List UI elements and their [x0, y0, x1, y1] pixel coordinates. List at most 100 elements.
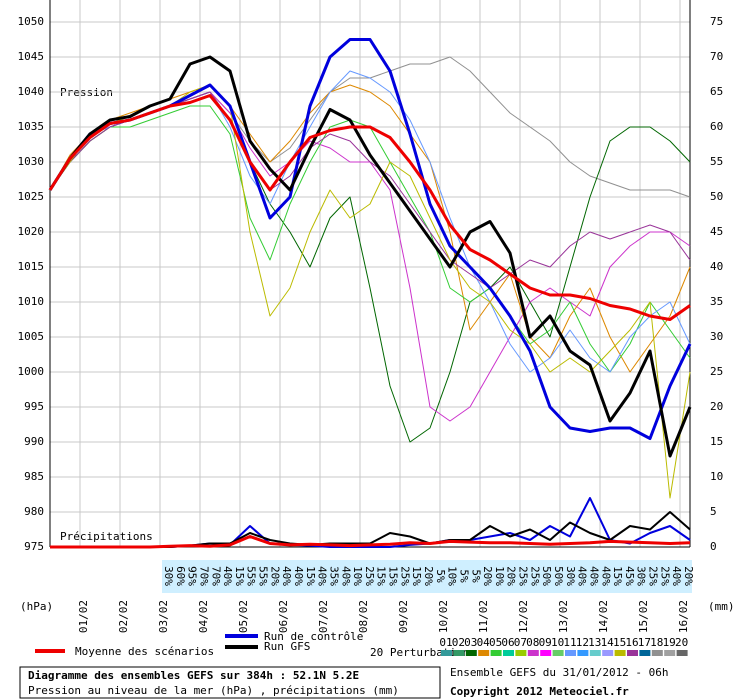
legend-swatch: [577, 650, 589, 656]
legend-swatch: [565, 650, 576, 656]
legend-code: 02: [452, 636, 465, 649]
legend-code: 13: [588, 636, 601, 649]
legend-code: 14: [601, 636, 615, 649]
probability-label: 50%: [540, 566, 553, 586]
y2-tick-label: 5: [710, 505, 717, 518]
series-line: [48, 55, 692, 458]
y2-tick-label: 65: [710, 85, 723, 98]
x-tick-label: 01/02: [77, 600, 90, 633]
probability-label: 40%: [670, 566, 683, 586]
y2-unit: (mm): [708, 600, 735, 613]
run-info: Ensemble GEFS du 31/01/2012 - 06h: [450, 666, 669, 679]
probability-label: 45%: [623, 566, 636, 586]
probability-label: 15%: [233, 566, 246, 586]
x-tick-label: 03/02: [157, 600, 170, 633]
probability-label: 70%: [197, 566, 210, 586]
probability-label: 25%: [658, 566, 671, 586]
x-tick-label: 06/02: [277, 600, 290, 633]
legend-swatch: [515, 650, 527, 656]
y2-axis-label: Précipitations: [60, 530, 153, 543]
probability-label: 25%: [528, 566, 541, 586]
legend-code: 18: [650, 636, 663, 649]
y-tick-label: 1000: [18, 365, 45, 378]
legend-swatch: [552, 650, 564, 656]
probability-label: 95%: [186, 566, 199, 586]
y2-tick-label: 40: [710, 260, 723, 273]
y2-tick-label: 55: [710, 155, 723, 168]
probability-label: 15%: [375, 566, 388, 586]
legend-swatch: [465, 650, 477, 656]
legend-code: 01: [439, 636, 452, 649]
probability-label: 5%: [457, 569, 470, 583]
legend-label: Run GFS: [264, 640, 310, 653]
legend-swatch: [627, 650, 638, 656]
legend-swatch: [503, 650, 514, 656]
legend-swatch: [614, 650, 626, 656]
x-tick-label: 14/02: [597, 600, 610, 633]
probability-label: 40%: [316, 566, 329, 586]
y2-tick-label: 60: [710, 120, 723, 133]
x-tick-label: 08/02: [357, 600, 370, 633]
y2-tick-label: 45: [710, 225, 723, 238]
legend-code: 10: [551, 636, 564, 649]
probability-label: 5%: [469, 569, 482, 583]
probability-strip: [162, 560, 692, 593]
y-tick-label: 1025: [18, 190, 45, 203]
legend-swatch: [527, 650, 539, 656]
probability-label: 25%: [647, 566, 660, 586]
y2-tick-label: 15: [710, 435, 723, 448]
legend-code: 03: [464, 636, 477, 649]
legend-swatch: [540, 650, 552, 656]
footer-title: Diagramme des ensembles GEFS sur 384h : …: [28, 669, 359, 682]
series-line: [48, 94, 691, 321]
probability-label: 40%: [280, 566, 293, 586]
probability-label: 30%: [564, 566, 577, 586]
legend-code: 11: [563, 636, 576, 649]
y2-tick-label: 0: [710, 540, 717, 553]
probability-label: 55%: [245, 566, 258, 586]
legend-label: Moyenne des scénarios: [75, 645, 214, 658]
legend-swatch: [664, 650, 676, 656]
legend-code: 16: [625, 636, 638, 649]
probability-label: 25%: [398, 566, 411, 586]
legend-swatch: [453, 650, 465, 656]
probability-label: 40%: [292, 566, 305, 586]
probability-label: 20%: [682, 566, 695, 586]
y-tick-label: 1040: [18, 85, 45, 98]
x-tick-label: 15/02: [637, 600, 650, 633]
legend-code: 04: [477, 636, 491, 649]
probability-label: 20%: [268, 566, 281, 586]
legend-code: 07: [514, 636, 527, 649]
probability-label: 25%: [363, 566, 376, 586]
y2-tick-label: 75: [710, 15, 723, 28]
x-tick-label: 11/02: [477, 600, 490, 633]
probability-label: 40%: [339, 566, 352, 586]
probability-label: 40%: [576, 566, 589, 586]
probability-label: 15%: [611, 566, 624, 586]
y-tick-label: 1035: [18, 120, 45, 133]
legend-swatch: [676, 650, 688, 656]
legend-swatch: [651, 650, 663, 656]
legend-code: 17: [638, 636, 651, 649]
y-tick-label: 1010: [18, 295, 45, 308]
x-tick-label: 10/02: [437, 600, 450, 633]
y-tick-label: 980: [24, 505, 44, 518]
legend-code: 05: [489, 636, 502, 649]
legend-code: 12: [576, 636, 589, 649]
probability-label: 40%: [587, 566, 600, 586]
x-tick-label: 13/02: [557, 600, 570, 633]
x-tick-label: 05/02: [237, 600, 250, 633]
y-tick-label: 1030: [18, 155, 45, 168]
legend-swatch: [490, 650, 502, 656]
x-tick-label: 12/02: [517, 600, 530, 633]
legend-code: 09: [539, 636, 552, 649]
y2-tick-label: 20: [710, 400, 723, 413]
probability-label: 40%: [599, 566, 612, 586]
probability-label: 15%: [410, 566, 423, 586]
y2-tick-label: 70: [710, 50, 723, 63]
footer-box: [19, 666, 441, 699]
x-tick-label: 02/02: [117, 600, 130, 633]
legend-label: Run de contrôle: [264, 630, 363, 643]
